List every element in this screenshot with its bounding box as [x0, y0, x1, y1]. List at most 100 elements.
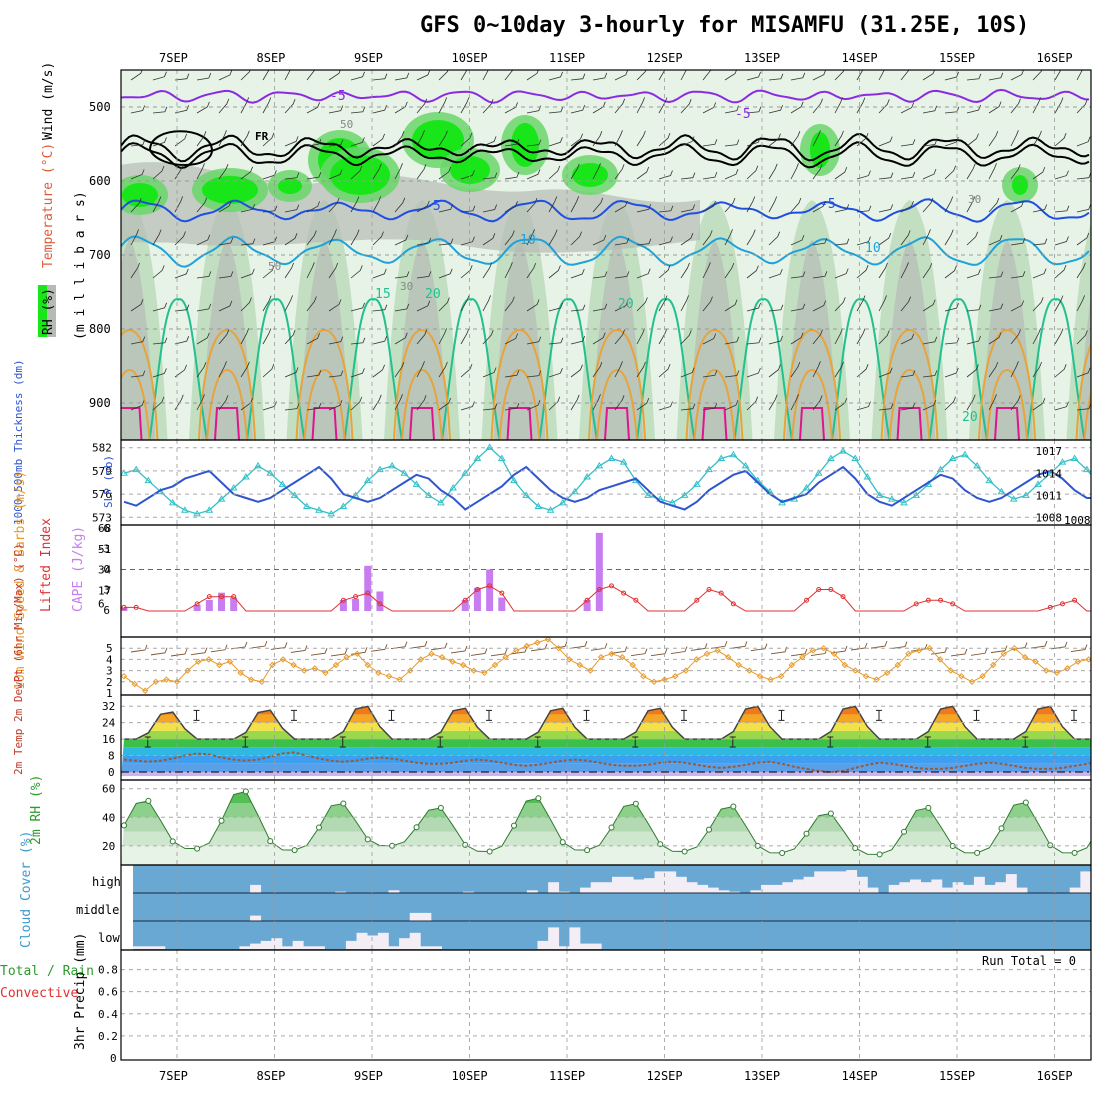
- wind-barb-10m: [290, 645, 308, 653]
- wind-barb: [504, 201, 518, 213]
- pressure-tick: 500: [89, 100, 111, 114]
- wind-barb: [922, 105, 938, 114]
- wind-barb: [218, 164, 229, 180]
- wind-speed-marker: [226, 658, 234, 665]
- slp-marker: [412, 480, 421, 487]
- wind-barb: [1076, 172, 1091, 180]
- wind-barb: [614, 70, 629, 81]
- temp-isotherm: [214, 407, 240, 440]
- wind-speed-marker: [608, 650, 615, 658]
- slp-marker: [449, 484, 457, 491]
- contour-label: 20: [425, 287, 441, 302]
- wind-barb: [570, 364, 583, 378]
- wind-barb: [328, 299, 342, 312]
- temp-isotherm: [685, 328, 744, 440]
- contour-label: 10: [520, 233, 536, 248]
- wind-barb: [966, 364, 979, 378]
- wind-barb-10m: [210, 644, 228, 653]
- wind-speed-marker: [512, 647, 520, 654]
- cloud-bar: [239, 946, 251, 949]
- wind-barb-10m: [890, 641, 908, 650]
- wind-barb: [328, 139, 344, 147]
- rh-axis-label: RH (%): [41, 288, 56, 335]
- wind-speed-marker: [958, 672, 965, 680]
- temp-isotherm: [506, 407, 533, 440]
- slp-marker: [290, 491, 299, 498]
- rh-tick: 40: [102, 811, 115, 824]
- cloud-bar: [388, 946, 400, 949]
- slp-marker: [875, 491, 884, 498]
- li-marker: [913, 601, 919, 607]
- cloud-bar: [548, 882, 560, 893]
- wind-barb: [130, 370, 146, 378]
- rh-band: [121, 240, 156, 440]
- wind-barb: [966, 269, 981, 279]
- wind-barb: [416, 271, 432, 279]
- wind-barb: [790, 131, 801, 147]
- wind-barb: [614, 271, 630, 279]
- temp-isotherm: [858, 298, 961, 440]
- li-axis-label: Lifted Index: [39, 518, 54, 612]
- pressure-tick: 800: [89, 322, 111, 336]
- wind-barb: [900, 262, 909, 279]
- wind-barb: [702, 139, 718, 147]
- wind-barb: [350, 71, 365, 81]
- wind-barb: [1010, 237, 1026, 246]
- wind-speed-marker: [915, 647, 923, 654]
- wind-barb: [504, 262, 513, 279]
- temp-isotherm: [121, 407, 143, 440]
- slp-marker: [181, 506, 189, 513]
- wind-barb: [284, 403, 300, 411]
- day-label-top: 16SEP: [1037, 51, 1073, 65]
- wind-barb: [790, 234, 805, 246]
- wind-barb: [636, 204, 652, 213]
- wind-barb: [1032, 204, 1048, 213]
- slp-marker: [1096, 481, 1100, 486]
- wind-barb: [328, 70, 341, 81]
- wind-barb-10m: [330, 648, 348, 657]
- cloud-bar: [771, 884, 783, 893]
- wind-speed-line: [123, 638, 1089, 692]
- li-line: [124, 585, 1091, 612]
- rh2m-marker: [827, 810, 834, 817]
- wind-speed-marker: [184, 667, 191, 674]
- wind-barb: [812, 329, 823, 345]
- wind-barb: [1032, 238, 1048, 246]
- wind-barb: [306, 230, 317, 246]
- slp-marker: [644, 491, 652, 498]
- cape-tick: 6: [98, 598, 105, 611]
- slp-line: [123, 446, 1091, 515]
- wind-barb: [306, 370, 322, 378]
- wind-barb: [350, 165, 363, 180]
- cloud-bar: [761, 884, 772, 893]
- wind-barb: [526, 139, 542, 147]
- cloud-bar: [973, 876, 985, 893]
- wind-barb: [592, 72, 608, 81]
- wind-barb: [746, 367, 761, 378]
- wind-barb: [768, 163, 778, 180]
- wind-barb: [702, 333, 717, 345]
- wind-barb: [1054, 133, 1067, 147]
- wind-barb: [460, 236, 475, 246]
- li-marker: [219, 594, 224, 600]
- wind-barb: [724, 139, 740, 147]
- wind-barb: [548, 265, 561, 279]
- wind-barb-10m: [390, 641, 408, 650]
- slp-marker: [339, 502, 348, 510]
- wind-barb: [1032, 130, 1042, 147]
- li-marker: [694, 597, 700, 603]
- day-label-bottom: 15SEP: [939, 1069, 975, 1083]
- wind-barb-10m: [490, 648, 508, 657]
- rh2m-marker: [291, 847, 298, 854]
- wind-barb: [812, 395, 823, 411]
- wind-barb: [988, 101, 1002, 114]
- wind-tick: 1: [106, 687, 113, 700]
- wind-barb: [350, 396, 363, 411]
- temp2m-axis-label: 2m Temp 2m DewPt (6hr Min/Max) (°C): [12, 543, 25, 775]
- rh2m-marker: [413, 824, 420, 831]
- wind-barb: [724, 197, 736, 213]
- wind-barb: [548, 71, 563, 81]
- cloud-bar: [899, 882, 911, 893]
- li-tick: -6: [97, 522, 110, 535]
- wind-speed-marker: [671, 672, 679, 680]
